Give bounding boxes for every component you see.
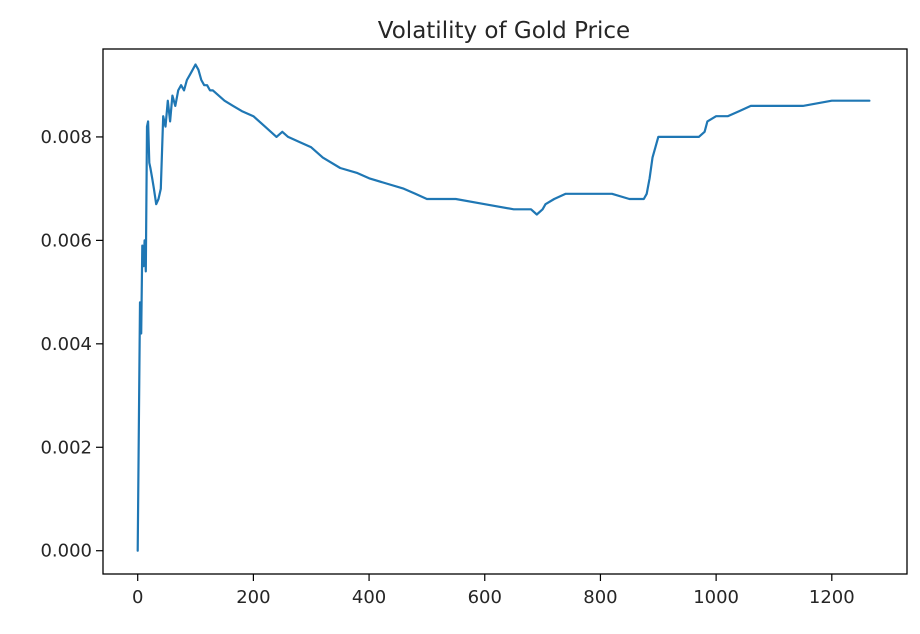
x-tick-label: 200 bbox=[236, 587, 270, 608]
y-tick-label: 0.000 bbox=[40, 541, 92, 562]
y-axis: 0.000 0.002 0.004 0.006 0.008 bbox=[40, 127, 103, 562]
series-layer bbox=[136, 63, 871, 552]
y-tick-label: 0.004 bbox=[40, 334, 92, 355]
x-tick-label: 1200 bbox=[809, 587, 855, 608]
x-tick-label: 800 bbox=[583, 587, 617, 608]
x-tick-label: 400 bbox=[352, 587, 386, 608]
x-tick-label: 1000 bbox=[693, 587, 739, 608]
y-tick-label: 0.006 bbox=[40, 230, 92, 251]
series-line bbox=[136, 63, 871, 552]
plot-frame bbox=[102, 48, 908, 575]
x-tick-label: 600 bbox=[468, 587, 502, 608]
chart-title: Volatility of Gold Price bbox=[378, 18, 630, 44]
y-tick-label: 0.008 bbox=[40, 127, 92, 148]
x-axis: 0 200 400 600 800 1000 1200 bbox=[132, 574, 855, 608]
y-tick-label: 0.002 bbox=[40, 437, 92, 458]
x-tick-label: 0 bbox=[132, 587, 143, 608]
